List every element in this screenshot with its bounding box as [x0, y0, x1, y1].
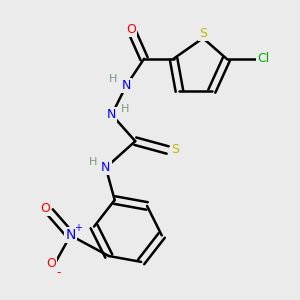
- Text: -: -: [56, 266, 61, 279]
- Text: S: S: [171, 143, 179, 157]
- Text: N: N: [107, 108, 116, 121]
- Text: +: +: [74, 223, 82, 233]
- Text: S: S: [199, 27, 207, 40]
- Text: N: N: [65, 228, 76, 242]
- Text: H: H: [88, 157, 97, 167]
- Text: H: H: [121, 104, 129, 114]
- Text: O: O: [126, 23, 136, 36]
- Text: Cl: Cl: [257, 52, 269, 65]
- Text: N: N: [101, 161, 110, 174]
- Text: O: O: [40, 202, 50, 215]
- Text: O: O: [46, 257, 56, 270]
- Text: N: N: [122, 79, 131, 92]
- Text: H: H: [109, 74, 117, 84]
